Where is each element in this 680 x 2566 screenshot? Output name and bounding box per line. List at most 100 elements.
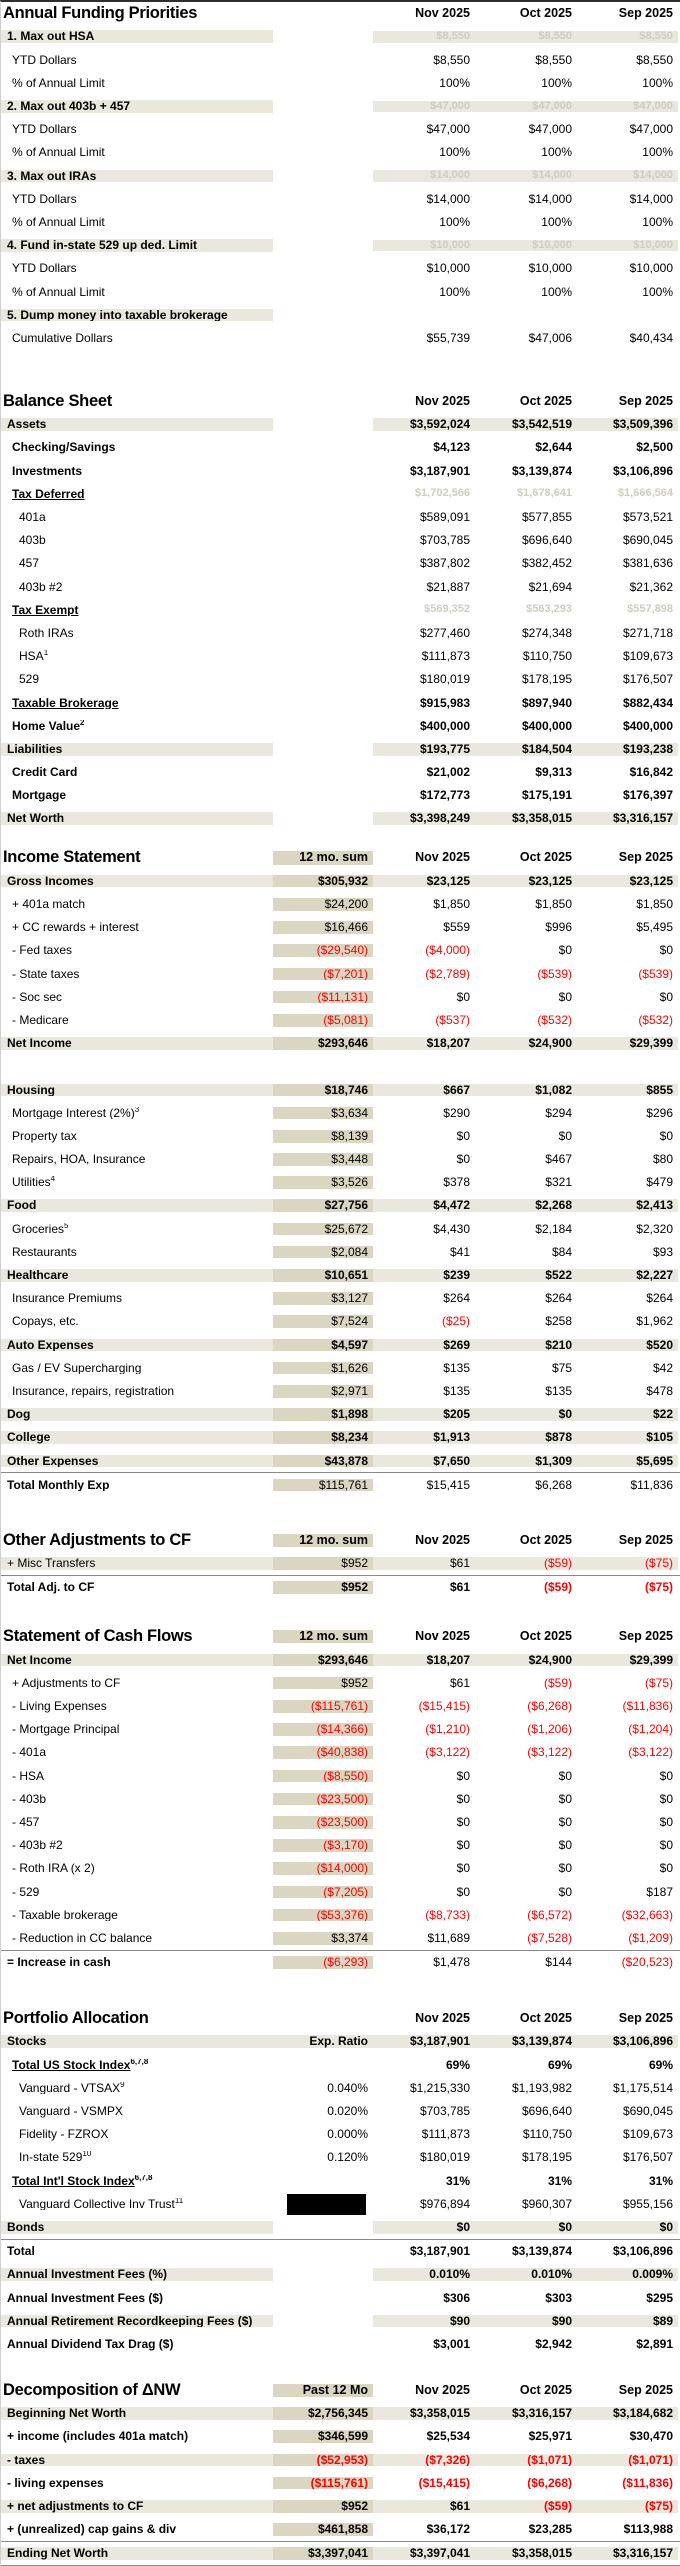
value-cell: 69%	[547, 2058, 572, 2072]
value-cell: ($1,071)	[475, 2453, 577, 2467]
footnote-ref: 6,7,8	[130, 2058, 149, 2066]
row-label-text: Tax Exempt	[12, 603, 79, 617]
row-label: Property tax	[1, 1130, 273, 1143]
section-portfolio-allocation: Portfolio Allocation Nov 2025 Oct 2025 Sep …	[1, 2007, 680, 2356]
row-label: YTD Dollars	[1, 123, 273, 136]
mid-value-cell: $461,858	[273, 2523, 373, 2536]
row-label: Bonds	[1, 2220, 273, 2234]
value-cell: 100%	[642, 146, 673, 160]
row-label: + Misc Transfers	[1, 1557, 273, 1570]
table-row	[1, 1055, 680, 1078]
mid-value-cell: $3,127	[273, 1292, 373, 1305]
column-header-month: Oct 2025	[519, 7, 572, 21]
mid-value-cell: ($115,761)	[273, 2476, 373, 2490]
table-row: Housing $18,746 $667 $1,082 $855	[1, 1078, 680, 1101]
mid-value-cell	[273, 2193, 373, 2216]
value-cell: $8,550	[433, 53, 470, 67]
table-row: Bonds $0 $0 $0	[1, 2216, 680, 2239]
table-row: Beginning Net Worth $2,756,345 $3,358,015 $…	[1, 2402, 680, 2425]
value-cell: $6,268	[535, 1478, 572, 1492]
row-label-text: Total Adj. to CF	[7, 1581, 95, 1594]
column-header-month: Nov 2025	[415, 2383, 470, 2397]
column-header-month: Oct 2025	[519, 2012, 572, 2026]
value-cell: $855	[577, 1083, 678, 1097]
value-cell: $0	[558, 990, 572, 1004]
value-cell: $0	[456, 1862, 470, 1875]
mid-value-cell: ($3,170)	[273, 1839, 373, 1852]
section-header: Balance Sheet Nov 2025 Oct 2025 Sep 2025	[1, 390, 680, 413]
value-cell: $11,689	[427, 1931, 471, 1945]
row-label: % of Annual Limit	[1, 146, 273, 159]
value-cell: $205	[373, 1408, 475, 1421]
table-row: Mortgage Interest (2%)3 $3,634 $290 $294 $29…	[1, 1101, 680, 1124]
table-row: - Mortgage Principal ($14,366) ($1,210) ($1…	[1, 1718, 680, 1741]
value-cell: $23,125	[577, 874, 678, 888]
value-cell: $47,000	[528, 123, 572, 136]
table-row: Insurance Premiums $3,127 $264 $264 $264	[1, 1287, 680, 1310]
value-cell: 100%	[439, 146, 470, 160]
value-cell: $878	[475, 1431, 577, 1444]
row-label: Vanguard Collective Inv Trust11	[1, 2198, 273, 2211]
table-row: YTD Dollars $14,000 $14,000 $14,000	[1, 188, 680, 211]
value-cell: $264	[443, 1292, 470, 1305]
value-cell: ($1,209)	[628, 1931, 673, 1945]
value-cell: $0	[558, 1792, 572, 1806]
value-cell: $0	[558, 1815, 572, 1829]
table-row: - 401a ($40,838) ($3,122) ($3,122) ($3,122)	[1, 1741, 680, 1764]
value-cell: 69%	[648, 2058, 673, 2072]
section-title: Annual Funding Priorities	[3, 4, 198, 22]
row-label-text: Net Worth	[7, 812, 65, 826]
value-cell: ($75)	[577, 1557, 678, 1570]
value-cell: $10,000	[528, 262, 572, 275]
value-cell: $172,773	[419, 789, 470, 802]
mid-value-cell: $3,397,041	[273, 2547, 373, 2561]
row-label-text: Liabilities	[7, 742, 63, 756]
value-cell: $3,358,015	[475, 812, 577, 826]
row-label: Auto Expenses	[1, 1338, 273, 1352]
value-cell: $61	[449, 1581, 470, 1594]
table-row: Tax Deferred $1,702,566 $1,678,641 $1,666,5…	[1, 483, 680, 506]
value-cell: $0	[558, 944, 572, 958]
row-label-text: 401a	[19, 511, 46, 524]
table-row: YTD Dollars $47,000 $47,000 $47,000	[1, 118, 680, 141]
mid-value-cell: $16,466	[273, 921, 373, 934]
value-cell: $47,000	[475, 100, 577, 113]
column-header-month: Oct 2025	[519, 1630, 572, 1644]
row-label-text: = Increase in cash	[7, 1956, 111, 1969]
mid-value-cell: ($23,500)	[273, 1815, 373, 1829]
table-row: Net Worth $3,398,249 $3,358,015 $3,316,157	[1, 807, 680, 830]
value-cell: $559	[443, 921, 470, 934]
table-row: YTD Dollars $8,550 $8,550 $8,550	[1, 48, 680, 71]
value-cell: ($4,000)	[425, 944, 470, 958]
mid-value-cell: $1,898	[273, 1408, 373, 1421]
value-cell: $563,293	[526, 604, 572, 616]
value-cell: ($75)	[644, 1581, 673, 1594]
value-cell: $882,434	[622, 696, 673, 710]
table-row: + net adjustments to CF $952 $61 ($59) ($75)	[1, 2495, 680, 2518]
mid-value-cell: ($29,540)	[273, 944, 373, 958]
value-cell: 100%	[439, 76, 470, 90]
value-cell: $0	[558, 1839, 572, 1852]
row-label-text: - 401a	[12, 1746, 47, 1760]
row-label: Insurance, repairs, registration	[1, 1385, 273, 1398]
row-label-text: 3. Max out IRAs	[7, 169, 97, 183]
value-cell: $467	[545, 1153, 572, 1166]
row-label-text: Ending Net Worth	[7, 2547, 109, 2561]
row-label-text: 403b #2	[19, 580, 63, 594]
value-cell: $184,504	[475, 742, 577, 756]
value-cell: $381,636	[622, 557, 673, 571]
table-row: Food $27,756 $4,472 $2,268 $2,413	[1, 1194, 680, 1217]
value-cell: $2,227	[577, 1269, 678, 1282]
value-cell: $3,106,896	[577, 2035, 678, 2049]
row-label-text: Utilities	[12, 1176, 51, 1189]
value-cell: $2,268	[475, 1199, 577, 1213]
row-label-text: YTD Dollars	[12, 53, 77, 67]
value-cell: $36,172	[426, 2523, 470, 2536]
mid-value-cell: $18,746	[273, 1083, 373, 1097]
value-cell: $0	[659, 944, 673, 958]
row-label-text: Annual Dividend Tax Drag ($)	[7, 2337, 174, 2351]
row-label-text: Annual Retirement Recordkeeping Fees ($)	[7, 2314, 253, 2328]
value-cell: $1,850	[535, 898, 572, 911]
value-cell: $110,750	[522, 650, 572, 663]
value-cell: $90	[475, 2314, 577, 2328]
